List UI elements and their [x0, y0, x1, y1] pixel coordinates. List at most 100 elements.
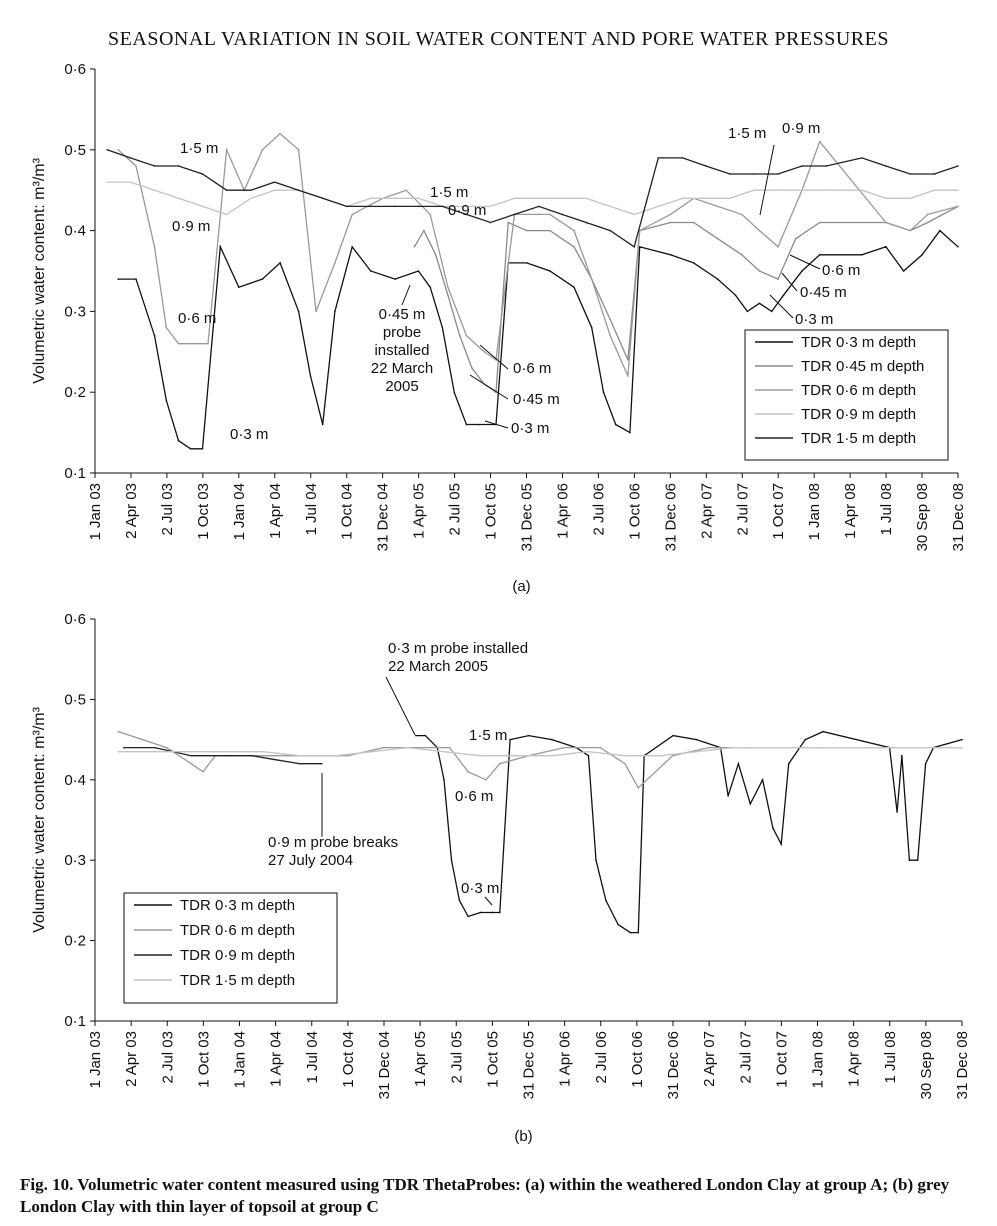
- data-point-d09: [274, 758, 277, 761]
- data-point-d09: [885, 197, 887, 200]
- x-tick-label: 1 Jul 04: [304, 1031, 321, 1084]
- data-point-d15: [633, 245, 636, 248]
- data-point-d03: [695, 738, 698, 741]
- data-point-d03: [237, 286, 240, 288]
- annotation-leader: [385, 676, 416, 736]
- series-line-d09: [123, 746, 322, 765]
- annotation-label: 0·3 m: [461, 880, 499, 897]
- x-tick-label: 1 Apr 06: [554, 483, 571, 539]
- data-point-d03: [629, 931, 632, 934]
- data-point-d06: [195, 342, 198, 345]
- data-point-d15: [321, 197, 324, 200]
- x-tick-label: 1 Apr 05: [412, 1031, 429, 1087]
- data-point-d03: [908, 859, 911, 861]
- data-point-d03: [479, 911, 482, 914]
- x-tick-label: 1 Apr 06: [557, 1031, 574, 1087]
- data-point-d15: [479, 754, 482, 757]
- x-tick-label: 31 Dec 08: [950, 483, 967, 551]
- data-point-d15: [538, 205, 540, 208]
- data-point-d06: [627, 375, 629, 377]
- data-point-d15: [369, 205, 372, 208]
- data-point-d03: [770, 310, 773, 313]
- y-tick-label: 0·4: [64, 223, 86, 240]
- data-point-d15: [515, 754, 518, 757]
- data-point-d03: [602, 391, 605, 394]
- data-point-d15: [609, 229, 612, 232]
- data-point-d03: [772, 827, 774, 829]
- data-point-d045: [525, 229, 528, 232]
- chart-panel-b: 0·1 0·2 0·3 0·4 0·5 0·6 1 Jan 03 2 Apr 03 2 Jul …: [31, 611, 971, 1145]
- annotation-label: 0·6 m: [822, 262, 860, 279]
- data-point-d09: [177, 197, 180, 200]
- data-point-d06: [347, 754, 349, 757]
- x-tick-label: 1 Oct 06: [629, 1031, 646, 1088]
- legend-entry: TDR 0·3 m depth: [801, 334, 916, 351]
- data-point-d06: [153, 245, 156, 248]
- data-point-d03: [394, 278, 396, 280]
- data-point-d03: [801, 270, 803, 272]
- annotation-label: 0·9 m: [172, 218, 210, 235]
- data-point-d15: [513, 213, 516, 216]
- data-point-d06: [465, 334, 468, 337]
- annotation-label: 1·5 m: [430, 184, 468, 201]
- data-point-d045: [669, 221, 672, 224]
- x-tick-label: 1 Jul 08: [878, 483, 895, 536]
- data-point-d15: [465, 213, 468, 216]
- data-point-d03: [692, 262, 695, 264]
- data-point-d09: [106, 181, 109, 183]
- x-tick-label: 1 Apr 04: [268, 1031, 285, 1087]
- annotation-label: 0·3 m: [795, 311, 833, 328]
- data-point-d09: [250, 197, 252, 200]
- data-point-d03: [939, 229, 941, 232]
- annotation-label: 0·9 m probe breaks: [268, 834, 398, 851]
- annotation-label: 0·45 m: [513, 391, 560, 408]
- page-header: SEASONAL VARIATION IN SOIL WATER CONTENT…: [108, 28, 889, 50]
- data-point-d09: [777, 189, 779, 191]
- data-point-d15: [624, 754, 626, 757]
- data-point-d045: [507, 221, 509, 224]
- data-point-d15: [825, 165, 828, 167]
- data-point-d06: [177, 342, 180, 345]
- data-point-d03: [737, 762, 740, 765]
- data-point-d09: [705, 197, 707, 200]
- y-tick-label: 0·5: [64, 691, 86, 708]
- data-point-d03: [885, 245, 887, 248]
- y-tick-label: 0·6: [64, 61, 86, 78]
- data-point-d15: [250, 189, 252, 191]
- data-point-d03: [189, 447, 192, 450]
- data-point-d09: [513, 197, 516, 200]
- data-point-d03: [861, 254, 863, 256]
- annotation-label: 0·9 m: [782, 120, 820, 137]
- data-point-d03: [415, 734, 417, 737]
- series-line-d15: [106, 149, 959, 248]
- data-point-d045: [573, 245, 575, 248]
- data-point-d09: [585, 197, 587, 200]
- data-point-d09: [465, 205, 468, 208]
- x-tick-label: 2 Jul 05: [448, 1031, 465, 1084]
- data-point-d06: [707, 746, 710, 749]
- data-point-d15: [443, 750, 445, 753]
- legend-entry: TDR 0·6 m depth: [180, 922, 295, 939]
- x-tick-label: 2 Jul 05: [447, 483, 464, 536]
- data-point-d06: [563, 746, 566, 749]
- data-point-d15: [201, 173, 204, 175]
- data-point-d06: [624, 762, 626, 765]
- x-tick-label: 2 Jul 06: [593, 1031, 610, 1084]
- data-point-d15: [406, 746, 409, 749]
- data-point-d06: [483, 351, 485, 353]
- series-line-d15: [118, 746, 962, 757]
- data-point-d15: [705, 165, 707, 167]
- data-point-d045: [423, 229, 425, 232]
- data-point-d06: [225, 149, 228, 151]
- x-tick-label: 1 Jan 04: [231, 483, 248, 541]
- data-point-d09: [273, 189, 276, 191]
- chart-panel-a: 0·1 0·2 0·3 0·4 0·5 0·6 1 Jan 03 2 Apr 03 2 Jul …: [31, 61, 967, 595]
- data-point-d09: [369, 197, 372, 200]
- data-point-d045: [434, 254, 437, 256]
- annotation-leader: [484, 896, 493, 906]
- data-point-d03: [153, 334, 156, 337]
- data-point-d03: [818, 254, 821, 256]
- data-point-d03: [429, 286, 431, 288]
- x-tick-label: 1 Oct 03: [195, 1031, 212, 1088]
- data-point-d06: [669, 213, 672, 216]
